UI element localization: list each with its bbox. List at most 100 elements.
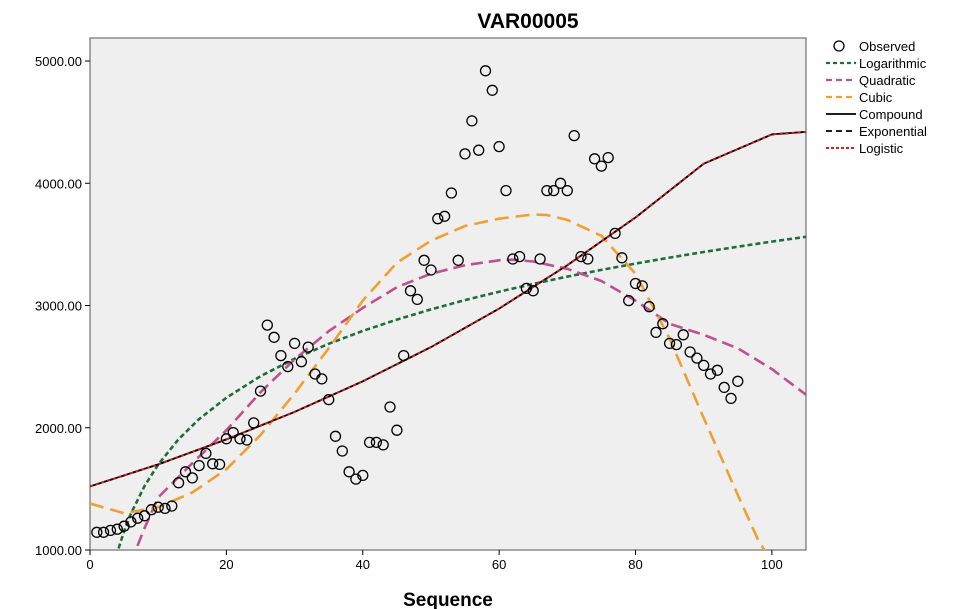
x-tick-label: 0 xyxy=(86,557,93,572)
y-tick-label: 1000.00 xyxy=(35,543,82,558)
observed-point xyxy=(404,285,417,297)
observed-point xyxy=(213,458,226,471)
legend-label: Logistic xyxy=(859,141,904,156)
observed-point xyxy=(623,294,635,307)
observed-point xyxy=(159,502,171,515)
observed-point xyxy=(145,504,158,516)
observed-point xyxy=(663,337,676,350)
observed-point xyxy=(138,510,151,522)
observed-point xyxy=(670,338,683,351)
observed-point xyxy=(602,151,614,164)
observed-point xyxy=(172,477,185,489)
y-tick-label: 2000.00 xyxy=(35,421,82,436)
observed-point xyxy=(357,469,369,482)
observed-point xyxy=(595,160,608,172)
observed-point xyxy=(520,282,533,295)
observed-point xyxy=(657,318,669,330)
observed-point xyxy=(486,84,498,96)
observed-point xyxy=(97,526,110,538)
observed-point xyxy=(207,458,219,470)
observed-point xyxy=(166,500,178,512)
observed-point xyxy=(698,359,710,372)
observed-point xyxy=(575,250,587,263)
observed-point xyxy=(684,346,696,358)
observed-point xyxy=(179,466,192,478)
y-tick-label: 3000.00 xyxy=(35,299,82,314)
observed-point xyxy=(91,526,103,538)
observed-point xyxy=(254,385,267,397)
observed-point xyxy=(193,459,205,472)
observed-point xyxy=(363,436,376,449)
observed-point xyxy=(336,445,348,457)
observed-point xyxy=(582,253,594,265)
observed-point xyxy=(479,65,492,77)
legend-label: Exponential xyxy=(859,124,927,139)
cubic-curve xyxy=(90,213,766,550)
observed-points xyxy=(91,65,744,538)
quadratic-curve xyxy=(134,258,806,550)
observed-point xyxy=(227,426,239,439)
x-tick-label: 20 xyxy=(219,557,233,572)
y-tick-label: 5000.00 xyxy=(35,54,82,69)
observed-point xyxy=(370,436,383,449)
observed-point xyxy=(220,433,233,445)
observed-point xyxy=(241,434,253,446)
x-tick-label: 100 xyxy=(761,557,783,572)
observed-point xyxy=(704,368,717,380)
legend-label: Cubic xyxy=(859,90,893,105)
observed-point xyxy=(609,227,621,240)
legend: Observed Logarithmic Quadratic Cubic Compoun… xyxy=(826,39,927,156)
observed-point xyxy=(650,326,662,339)
observed-point xyxy=(643,301,655,313)
observed-point xyxy=(438,210,451,222)
observed-point xyxy=(527,285,539,297)
observed-point xyxy=(384,401,396,413)
plot-area xyxy=(89,37,807,551)
observed-point xyxy=(104,524,117,537)
x-tick-label: 60 xyxy=(492,557,506,572)
logarithmic-curve xyxy=(116,235,806,550)
observed-point xyxy=(629,277,642,290)
observed-point xyxy=(677,329,689,341)
observed-point xyxy=(541,184,553,197)
observed-point xyxy=(561,184,573,197)
observed-point xyxy=(548,184,560,197)
legend-label: Quadratic xyxy=(859,73,916,88)
legend-observed-marker xyxy=(833,40,845,52)
observed-point xyxy=(125,516,137,528)
x-tick-label: 80 xyxy=(628,557,642,572)
observed-point xyxy=(288,337,301,350)
observed-point xyxy=(691,352,703,364)
observed-point xyxy=(445,187,458,199)
observed-point xyxy=(323,393,335,406)
observed-point xyxy=(186,472,198,484)
observed-point xyxy=(343,466,355,478)
observed-point xyxy=(725,392,737,405)
y-tick-label: 4000.00 xyxy=(35,176,82,191)
y-axis: 1000.00 2000.00 3000.00 4000.00 5000.00 xyxy=(35,54,90,558)
observed-point xyxy=(111,523,123,535)
chart-title: VAR00005 xyxy=(477,10,578,33)
observed-point xyxy=(568,129,580,142)
observed-point xyxy=(534,253,546,265)
observed-point xyxy=(316,373,328,385)
observed-point xyxy=(459,148,471,160)
observed-point xyxy=(295,356,308,368)
observed-point xyxy=(261,319,273,331)
x-axis: 0 20 40 60 80 100 xyxy=(86,550,783,572)
x-axis-title: Sequence xyxy=(403,590,493,609)
observed-point xyxy=(418,254,430,266)
observed-point xyxy=(500,184,512,197)
observed-point xyxy=(718,381,730,394)
observed-point xyxy=(234,433,246,445)
fit-curves xyxy=(90,130,806,550)
observed-point xyxy=(132,512,144,524)
x-tick-label: 40 xyxy=(356,557,370,572)
observed-point xyxy=(282,360,294,373)
observed-point xyxy=(425,264,437,276)
observed-point xyxy=(636,280,648,292)
legend-label: Observed xyxy=(859,39,915,54)
observed-point xyxy=(398,349,410,362)
observed-point xyxy=(391,424,403,436)
